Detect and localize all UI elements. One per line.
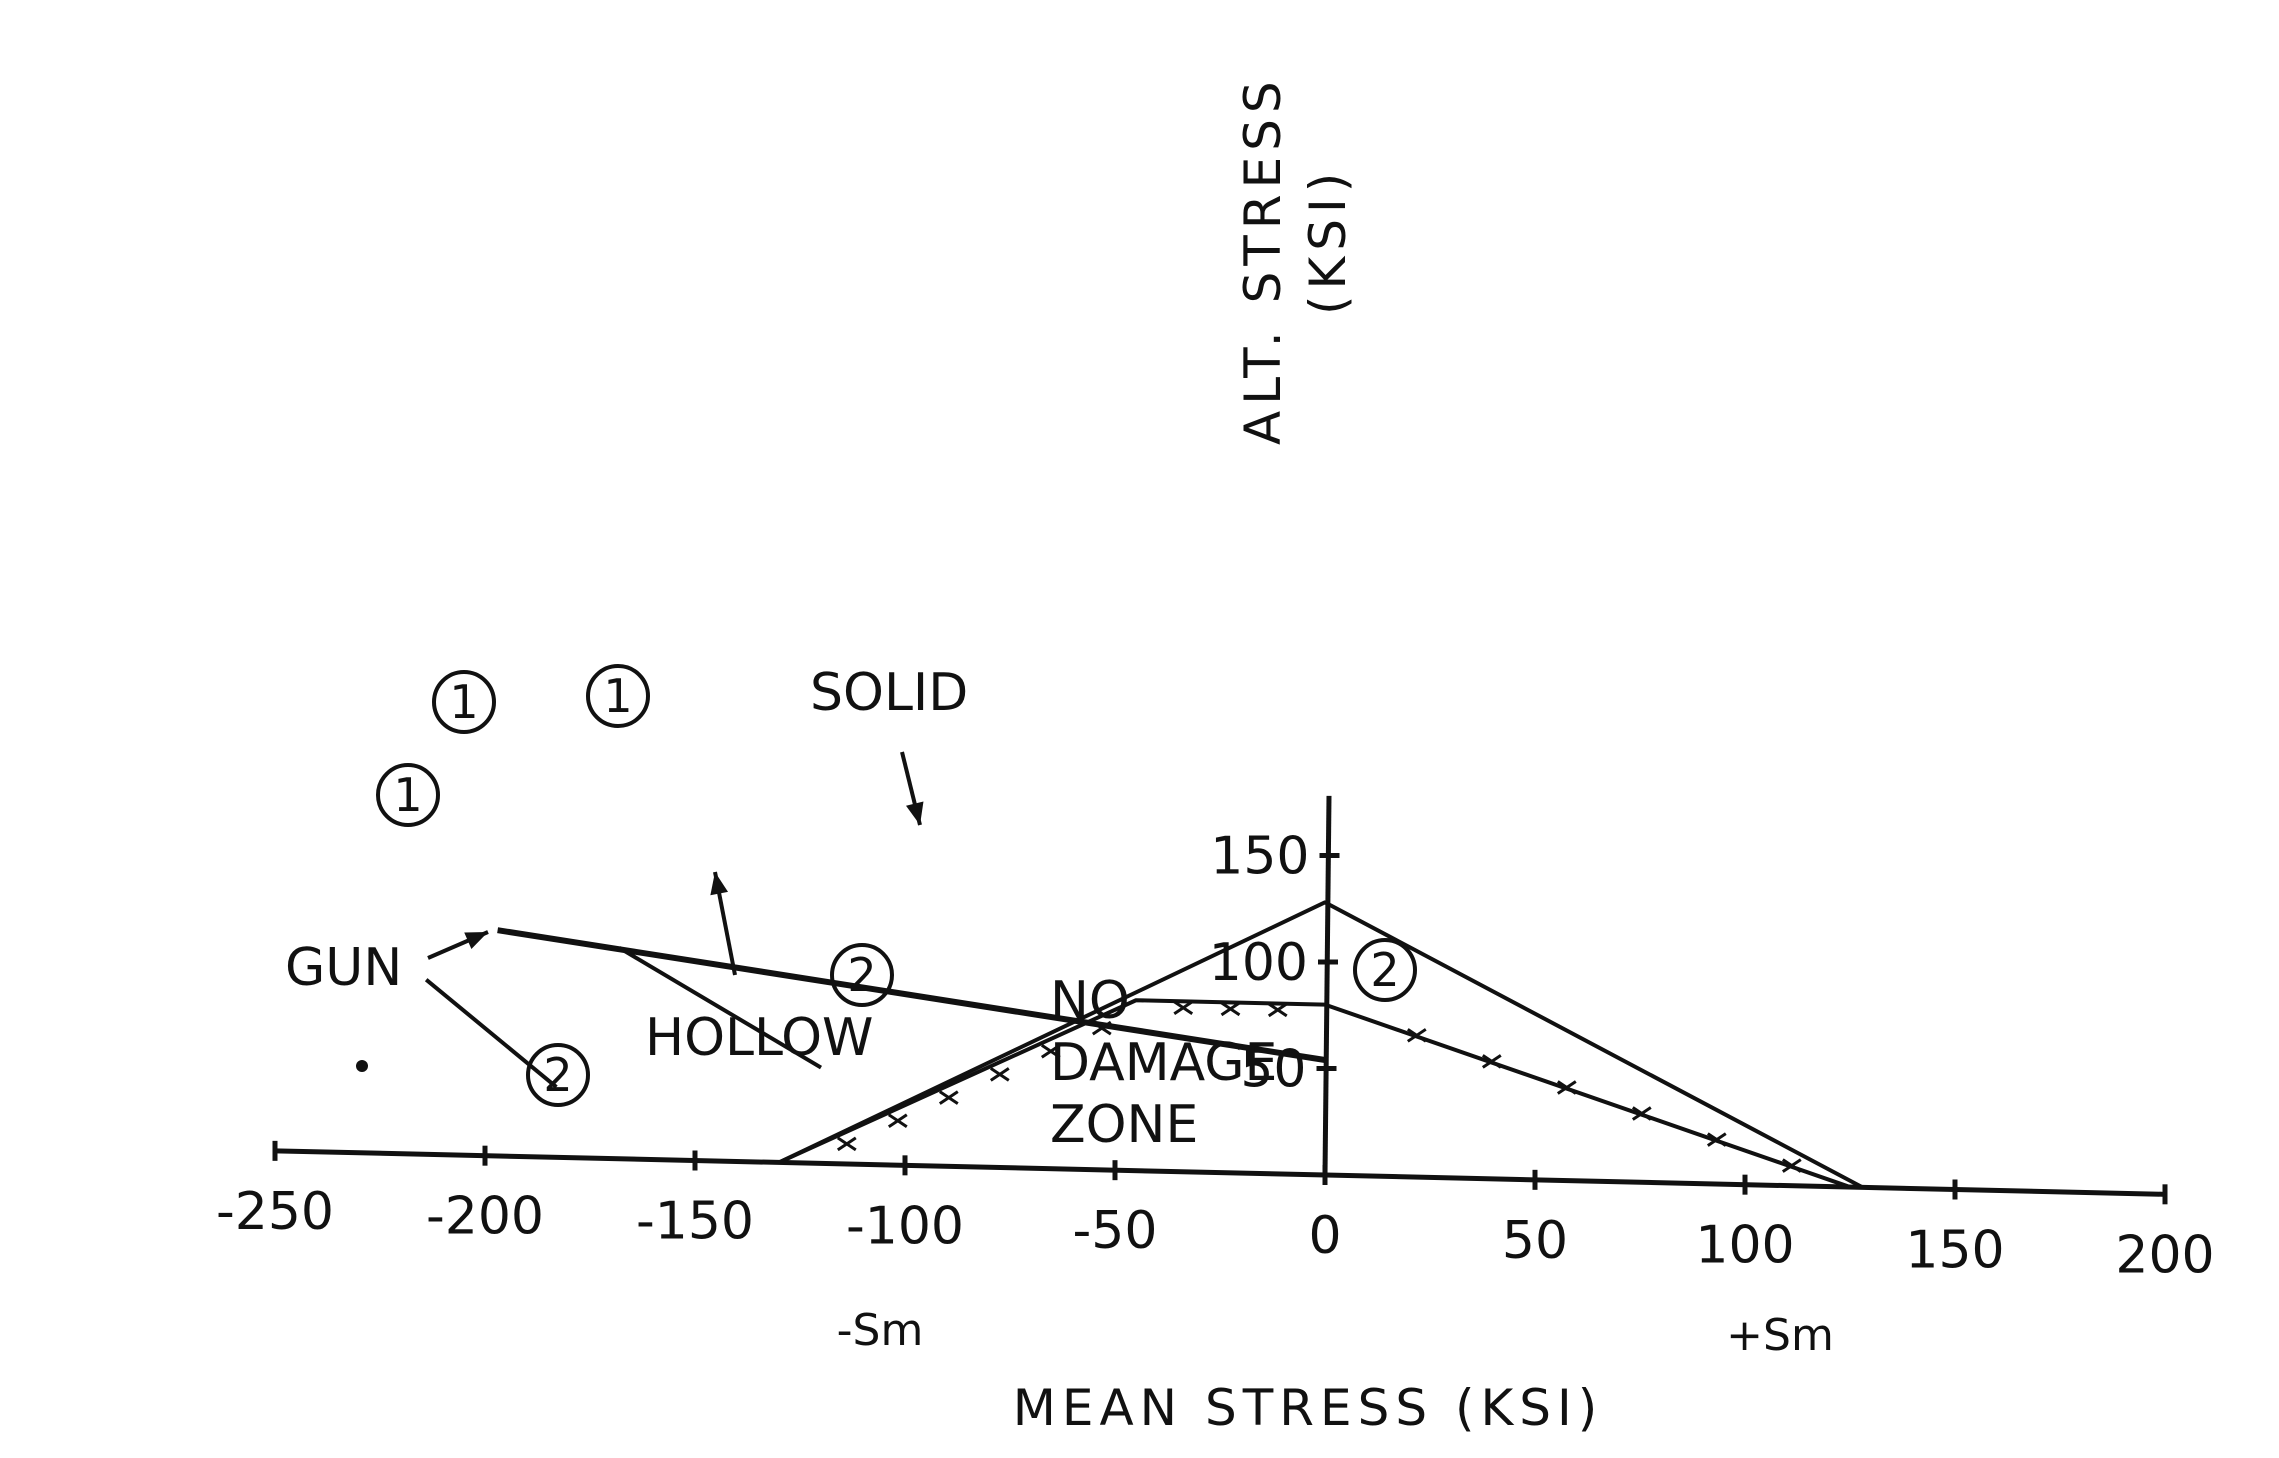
gun-leader-head (464, 932, 488, 950)
zone-hatch-mark (989, 1067, 1010, 1082)
x-tick-label: 150 (1905, 1220, 2004, 1280)
y-tick-label: 50 (1240, 1040, 1306, 1100)
zone-hatch-mark (1267, 1002, 1288, 1018)
x-tick-label: -50 (1073, 1201, 1158, 1261)
neg-sm-label: -Sm (837, 1305, 924, 1356)
zone-hatch-mark (1220, 1001, 1241, 1017)
gun-point-2-circle (526, 1043, 590, 1107)
y-axis-title-line2: (KSI) (1299, 167, 1357, 315)
y-tick-label: 150 (1210, 827, 1309, 887)
solid-point-1-circle-number: 1 (449, 675, 478, 729)
zone-hatch-mark (1781, 1158, 1802, 1173)
hollow-point-2-circle (830, 943, 894, 1007)
hollow-point-1-circle (586, 664, 650, 728)
x-axis-line (274, 1148, 2166, 1197)
zone-hatch-mark (1706, 1132, 1727, 1147)
solid-point-2-circle (1353, 938, 1417, 1002)
zone-label-line3: ZONE (1050, 1095, 1198, 1155)
x-tick-label: -200 (426, 1187, 544, 1247)
zone-label-line1: NO (1050, 971, 1130, 1031)
zone-hatch-mark (938, 1090, 959, 1105)
zone-label-line2: DAMAGE (1050, 1033, 1277, 1093)
zone-hatch-mark (1481, 1054, 1502, 1069)
zone-hatch-mark (836, 1136, 857, 1152)
x-tick-label: -100 (846, 1196, 964, 1256)
series-hollow (618, 946, 823, 1070)
hollow-leader-head (710, 872, 729, 896)
stray-dot (356, 1060, 368, 1072)
series-no-damage-boundary (778, 998, 1851, 1189)
x-tick-label: -150 (636, 1192, 754, 1252)
zone-hatch-mark (1173, 1000, 1194, 1015)
solid-label: SOLID (810, 663, 968, 723)
series-gun (424, 978, 558, 1089)
gun-point-2-circle-number: 2 (543, 1048, 572, 1102)
x-tick-label: 100 (1695, 1216, 1794, 1276)
gun-label: GUN (285, 938, 402, 998)
gun-point-1-circle-number: 1 (393, 768, 422, 822)
pos-sm-label: +Sm (1726, 1310, 1834, 1361)
zone-hatch-mark (1406, 1028, 1427, 1043)
x-tick-label: 200 (2115, 1225, 2214, 1285)
solid-point-1-circle (432, 670, 496, 734)
x-tick-label: -250 (216, 1182, 334, 1242)
hollow-point-2-circle-number: 2 (847, 948, 876, 1002)
y-axis-title-line1: ALT. STRESS (1234, 75, 1292, 445)
zone-hatch-mark (1631, 1106, 1652, 1121)
x-axis-title: MEAN STRESS (KSI) (1013, 1379, 1604, 1437)
y-tick-label: 100 (1209, 933, 1308, 993)
x-tick-label: 0 (1308, 1206, 1341, 1266)
gun-point-1-circle (376, 763, 440, 827)
hollow-point-1-circle-number: 1 (603, 669, 632, 723)
zone-hatch-mark (1091, 1020, 1112, 1036)
x-tick-label: 50 (1502, 1211, 1568, 1271)
y-axis-line (1322, 795, 1332, 1176)
series-solid (497, 927, 1326, 1063)
series-outer-envelope (778, 900, 1864, 1190)
zone-hatch-mark (887, 1113, 908, 1128)
hollow-label: HOLLOW (645, 1008, 873, 1068)
zone-hatch-mark (1040, 1043, 1061, 1059)
zone-hatch-mark (1556, 1080, 1577, 1095)
solid-point-2-circle-number: 2 (1370, 943, 1399, 997)
solid-leader-head (905, 801, 924, 825)
